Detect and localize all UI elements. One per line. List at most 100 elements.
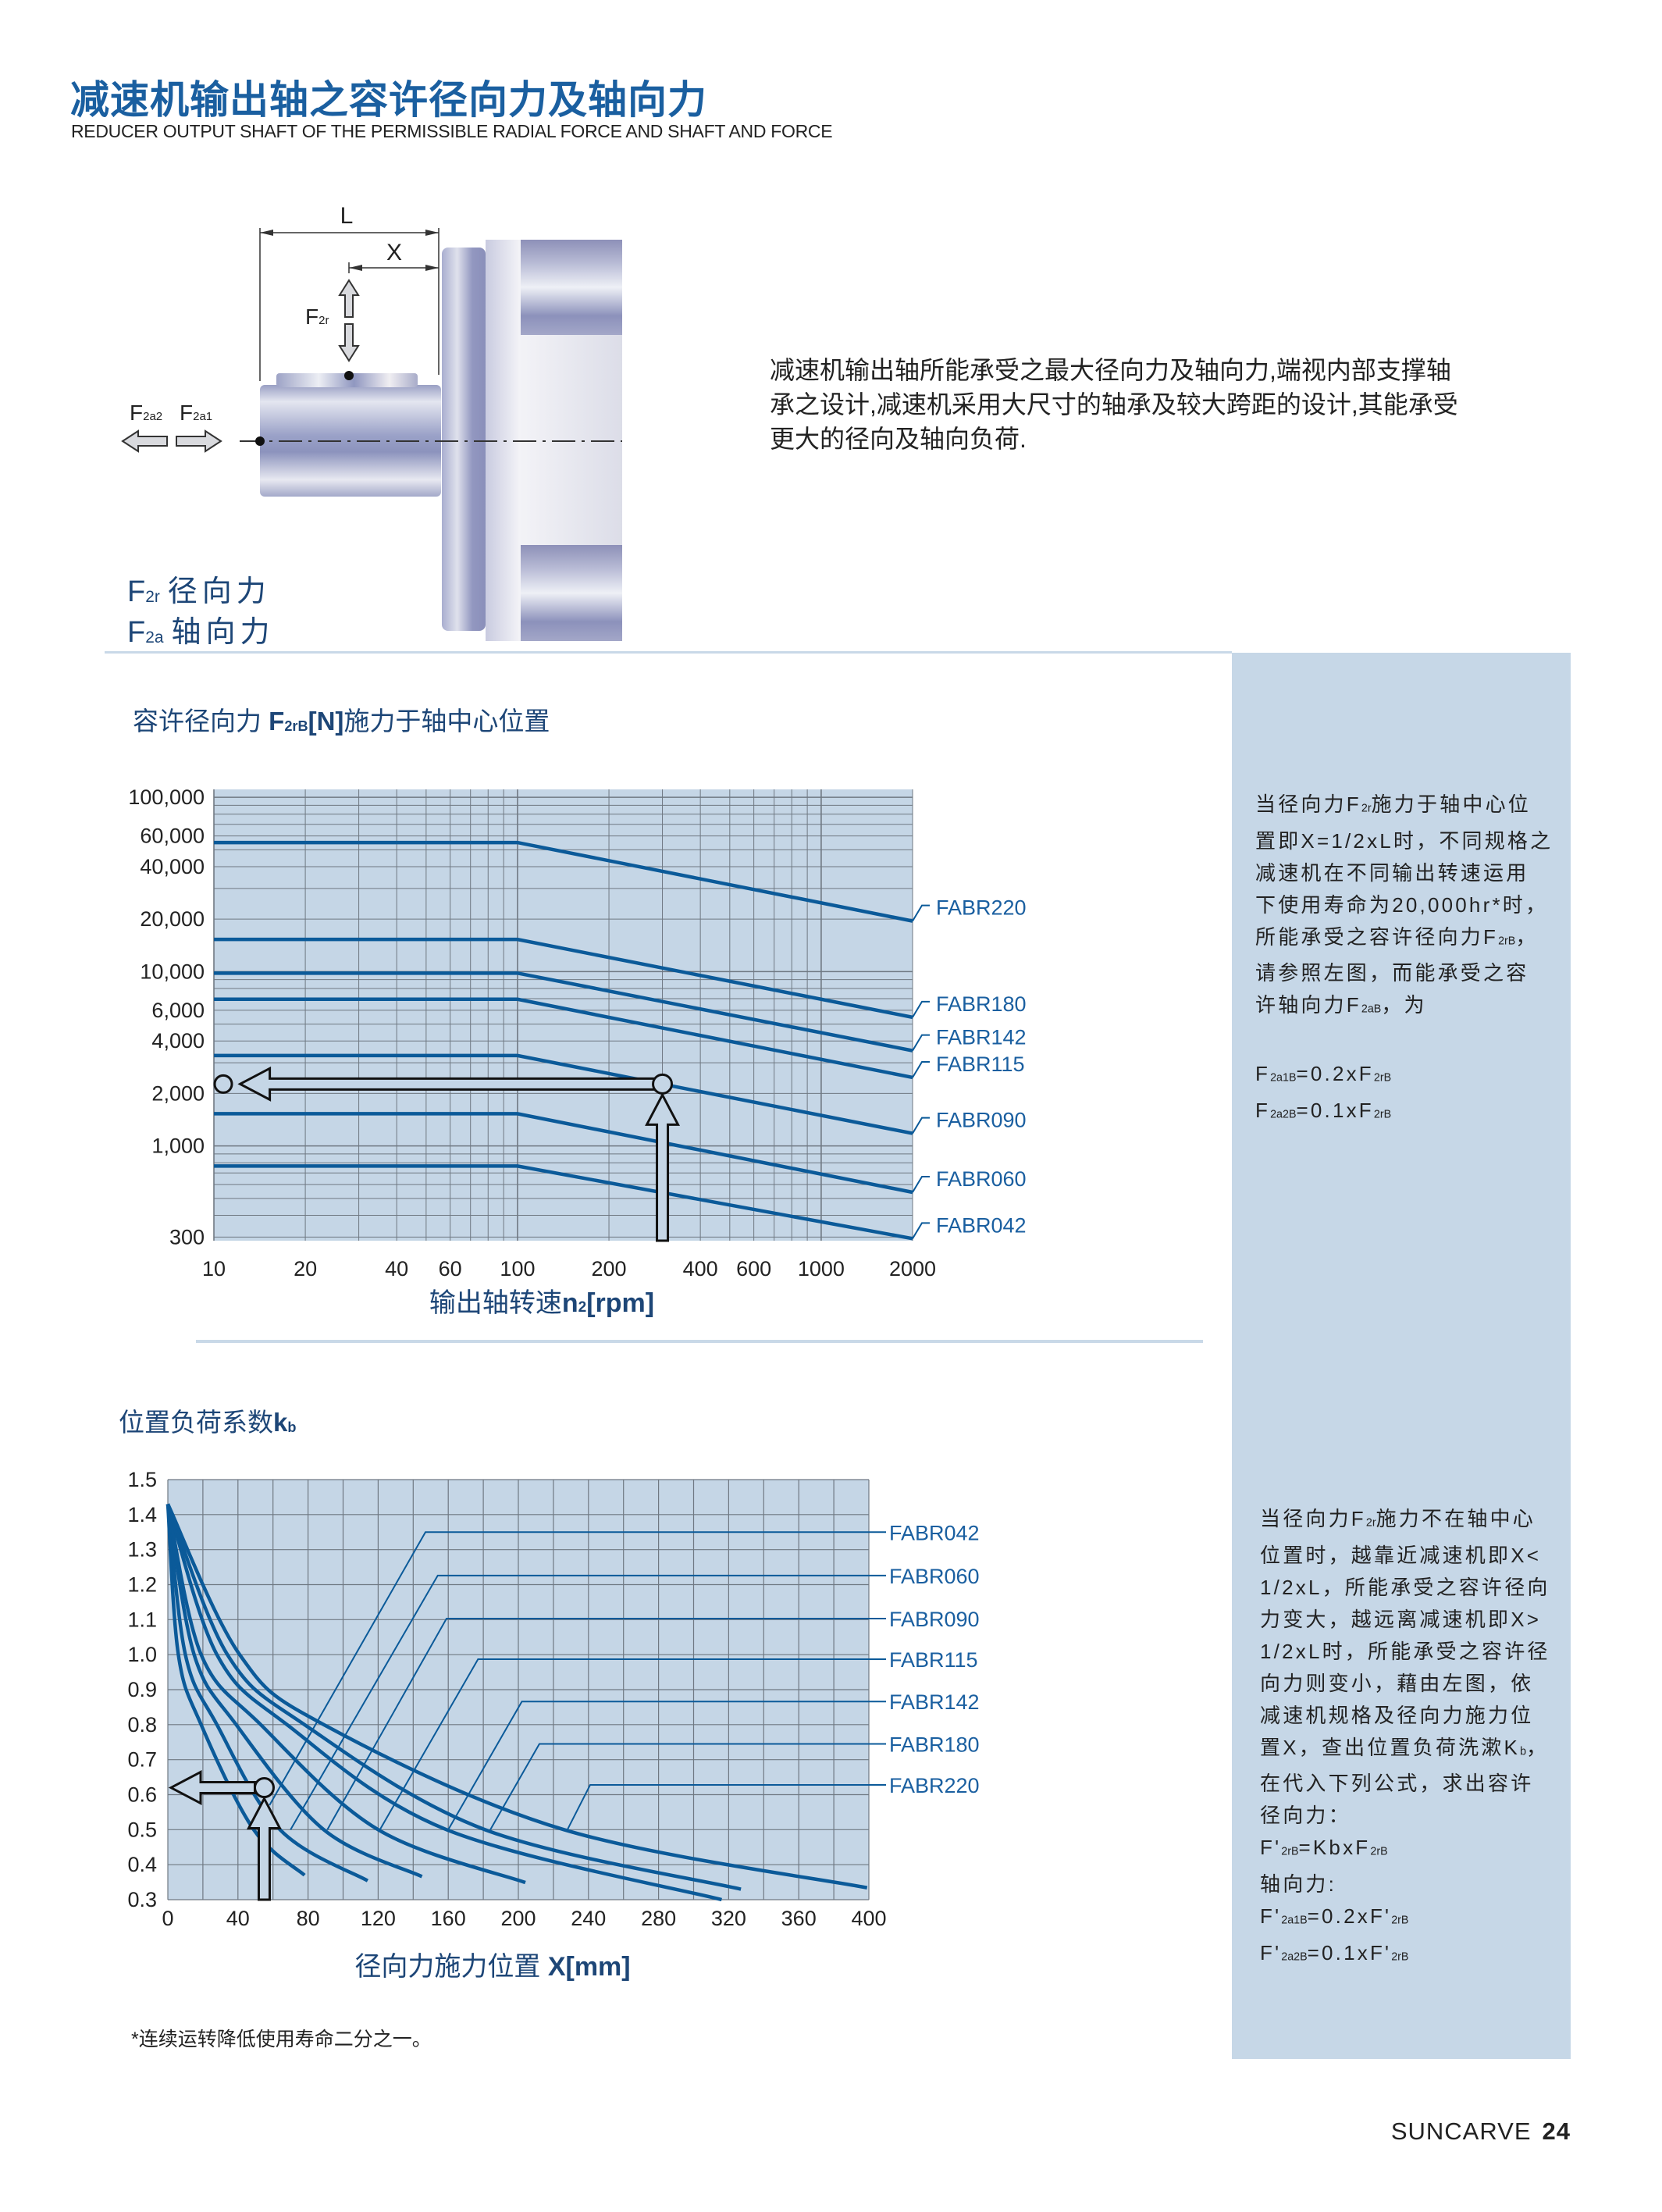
- text: 当径向力F: [1255, 793, 1361, 816]
- lookup-result-point: [213, 1074, 233, 1094]
- subscript: 2a1B: [1270, 1071, 1297, 1085]
- series-leader: [912, 1117, 930, 1134]
- arrow-up-icon: [246, 1796, 282, 1901]
- panel-line: F2a1B=0.2xF2rB: [1255, 1058, 1553, 1095]
- subscript: 2r: [1365, 1516, 1376, 1530]
- x-tick-label: 600: [736, 1257, 771, 1281]
- y-tick-label: 1.5: [127, 1468, 157, 1491]
- page-subtitle: REDUCER OUTPUT SHAFT OF THE PERMISSIBLE …: [71, 121, 833, 141]
- arrow-right-icon: [176, 429, 222, 453]
- text: 置即X=1/2xL时，不同规格之: [1255, 828, 1553, 853]
- series-line-fabr220: [214, 840, 913, 923]
- series-label: FABR090: [889, 1608, 980, 1631]
- shaft-key: [276, 373, 418, 387]
- panel-line: 1/2xL时，所能承受之容许径: [1260, 1636, 1550, 1668]
- radial-force-arrows: [121, 279, 360, 453]
- legend-symbol: F2r: [127, 575, 160, 608]
- text: 施力不在轴中心: [1376, 1507, 1536, 1530]
- x-axis-title: 径向力施力位置 X[mm]: [354, 1952, 630, 1982]
- text: =0.2xF: [1296, 1062, 1374, 1086]
- x-tick-label: 200: [592, 1257, 627, 1281]
- subscript: 2rB: [1498, 935, 1516, 948]
- panel-line: 下使用寿命为20,000hr*时，: [1255, 889, 1553, 921]
- title-part: k: [273, 1408, 288, 1437]
- page-title: 减速机输出轴之容许径向力及轴向力: [70, 78, 707, 122]
- text: F: [1255, 1098, 1271, 1122]
- panel-line: 许轴向力F2aB，为: [1255, 989, 1553, 1026]
- description-line: 更大的径向及轴向负荷.: [770, 425, 1027, 453]
- y-tick-label: 1.3: [127, 1538, 157, 1562]
- panel-line: F'2a1B=0.2xF'2rB: [1260, 1900, 1550, 1937]
- y-tick-label: 0.5: [127, 1818, 157, 1841]
- text: ，为: [1381, 993, 1427, 1017]
- panel-line: F'2a2B=0.1xF'2rB: [1260, 1937, 1550, 1974]
- x-axis-title-part: n: [562, 1288, 578, 1318]
- text: F': [1260, 1904, 1282, 1929]
- panel-line: 位置时，越靠近减速机即X<: [1260, 1540, 1550, 1572]
- subscript: 2r: [1361, 802, 1372, 815]
- subscript: b: [1520, 1745, 1527, 1758]
- title-part: 位置负荷系数: [119, 1408, 273, 1437]
- text: 在代入下列公式，求出容许: [1260, 1772, 1534, 1796]
- series-curve-fabr090: [165, 1503, 423, 1879]
- text: 位置时，越靠近减速机即X<: [1260, 1543, 1542, 1567]
- text: ，: [1515, 924, 1539, 949]
- axial-load-point: [255, 436, 265, 446]
- series-curve-fabr060: [165, 1504, 369, 1883]
- text: 请参照左图，而能承受之容: [1255, 961, 1529, 985]
- panel-line: 1/2xL，所能承受之容许径向: [1260, 1572, 1550, 1604]
- subscript: 2rB: [1391, 1950, 1409, 1964]
- y-tick-label: 0.6: [127, 1783, 157, 1807]
- divider: [105, 651, 1232, 654]
- text: 径向力：: [1260, 1804, 1351, 1828]
- text: 置X，查出位置负荷洗漱K: [1260, 1735, 1521, 1759]
- y-tick-label: 300: [169, 1225, 205, 1248]
- lookup-point: [253, 1777, 275, 1799]
- text: 许轴向力F: [1255, 993, 1361, 1017]
- panel-line: F'2rB=KbxF2rB: [1260, 1832, 1550, 1868]
- y-tick-label: 60,000: [140, 825, 205, 848]
- text: 向力则变小，藉由左图，依: [1260, 1671, 1534, 1695]
- text: 1/2xL，所能承受之容许径向: [1260, 1575, 1550, 1599]
- legend-radial: F2r 径向力: [127, 567, 271, 610]
- series-leader: [912, 1222, 930, 1239]
- subscript: 2rB: [1373, 1071, 1392, 1085]
- description-line: 承之设计,减速机采用大尺寸的轴承及较大跨距的设计,其能承受: [770, 390, 1458, 419]
- series-leader: [447, 1701, 886, 1830]
- series-label: FABR142: [936, 1026, 1027, 1049]
- text: 当径向力F: [1260, 1507, 1366, 1530]
- text: 所能承受之容许径向力F: [1255, 924, 1499, 949]
- title-part: 容许径向力: [133, 707, 269, 736]
- series-leader: [269, 1531, 886, 1806]
- x-tick-label: 0: [162, 1907, 173, 1930]
- text: F: [1255, 1062, 1271, 1086]
- series-leader: [566, 1783, 886, 1830]
- y-tick-label: 1.0: [127, 1643, 157, 1666]
- text: 下使用寿命为20,000hr*时，: [1255, 892, 1549, 917]
- title-part: 施力于轴中心位置: [343, 707, 550, 736]
- arrow-up-icon: [645, 1092, 681, 1242]
- x-tick-label: 20: [294, 1257, 317, 1281]
- series-line-fabr090: [214, 1053, 913, 1135]
- x-tick-label: 280: [641, 1907, 676, 1930]
- x-tick-label: 40: [385, 1257, 408, 1281]
- text: F': [1260, 1836, 1282, 1860]
- text: 减速机在不同输出转速运用: [1255, 860, 1529, 885]
- force-label-F2a1: F2a1: [180, 401, 212, 425]
- x-tick-label: 240: [571, 1907, 606, 1930]
- subscript: 2rB: [1370, 1846, 1388, 1859]
- text: 减速机规格及径向力施力位: [1260, 1703, 1534, 1727]
- text: =0.1xF': [1307, 1940, 1392, 1964]
- series-curve-fabr115: [165, 1503, 526, 1885]
- title-part: 2rB: [284, 718, 308, 734]
- force-label-F2a2: F2a2: [130, 401, 162, 425]
- brand: SUNCARVE: [1390, 2118, 1532, 2145]
- panel-line: 置即X=1/2xL时，不同规格之: [1255, 825, 1553, 857]
- series-curve-fabr220: [165, 1503, 868, 1890]
- radial-force-chart: 100,000 60,000 40,000 20,000 10,000 6,000 4,00…: [128, 785, 1026, 1318]
- text: ，: [1526, 1735, 1550, 1759]
- x-tick-label: 360: [781, 1907, 817, 1930]
- text: 施力于轴中心位: [1371, 793, 1532, 816]
- x-axis-title-part: [rpm]: [586, 1288, 654, 1318]
- series-label: FABR042: [936, 1213, 1027, 1237]
